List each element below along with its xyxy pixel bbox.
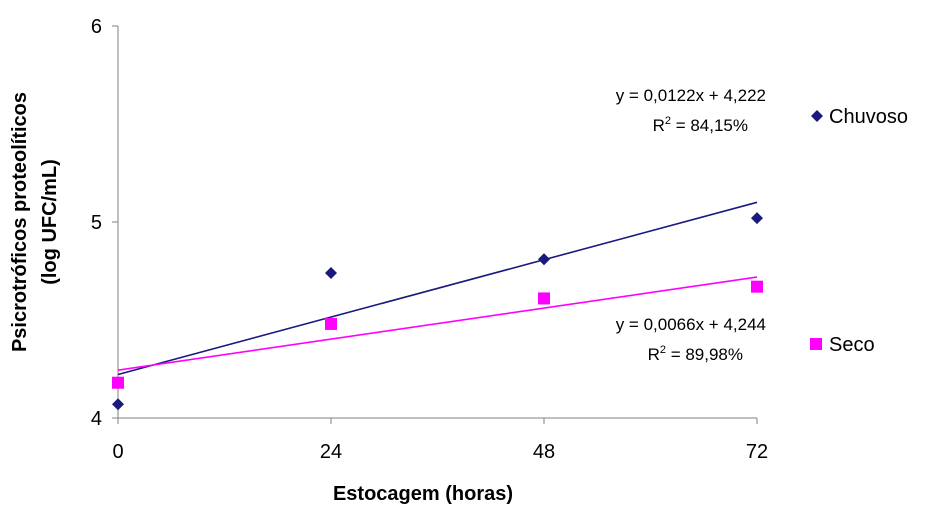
x-tick-label: 72: [746, 441, 768, 463]
y-axis-title-line2: (log UFC/mL): [39, 159, 61, 285]
r2-chuvoso: R2 = 84,15%: [653, 115, 748, 135]
legend-marker-seco: [810, 338, 822, 350]
y-tick-label: 4: [91, 408, 102, 430]
x-axis-title: Estocagem (horas): [333, 483, 513, 505]
point-seco: [325, 317, 337, 330]
y-tick-label: 6: [91, 16, 102, 38]
equation-chuvoso: y = 0,0122x + 4,222: [616, 86, 766, 105]
x-tick-label: 48: [533, 441, 555, 463]
point-chuvoso: [325, 266, 337, 279]
trendlines: [117, 201, 758, 376]
trendline-seco: [117, 276, 758, 371]
r2-seco-value: = 89,98%: [666, 345, 743, 364]
r2-seco-label: R: [648, 345, 660, 364]
point-seco: [538, 292, 550, 305]
x-tick-label: 24: [320, 441, 342, 463]
y-tick-label: 5: [91, 212, 102, 234]
legend: Chuvoso Seco: [810, 106, 908, 356]
legend-label-chuvoso: Chuvoso: [829, 106, 908, 128]
legend-marker-chuvoso: [811, 110, 823, 122]
y-ticks: 4 5 6: [91, 16, 118, 430]
point-chuvoso: [112, 398, 124, 411]
x-ticks: 0 24 48 72: [112, 418, 768, 463]
point-chuvoso: [751, 212, 763, 225]
markers: [112, 212, 763, 411]
r2-seco-sup: 2: [660, 344, 666, 356]
r2-seco: R2 = 89,98%: [648, 344, 743, 364]
r2-chuvoso-label: R: [653, 116, 665, 135]
r2-chuvoso-value: = 84,15%: [671, 116, 748, 135]
point-seco: [751, 280, 763, 293]
legend-label-seco: Seco: [829, 334, 875, 356]
point-chuvoso: [538, 253, 550, 266]
point-seco: [112, 376, 124, 389]
equation-seco: y = 0,0066x + 4,244: [616, 315, 766, 334]
y-axis-title-line1: Psicrotróficos proteolíticos: [9, 92, 31, 352]
x-tick-label: 0: [112, 441, 123, 463]
trendline-chuvoso: [117, 201, 758, 376]
r2-chuvoso-sup: 2: [665, 115, 671, 127]
